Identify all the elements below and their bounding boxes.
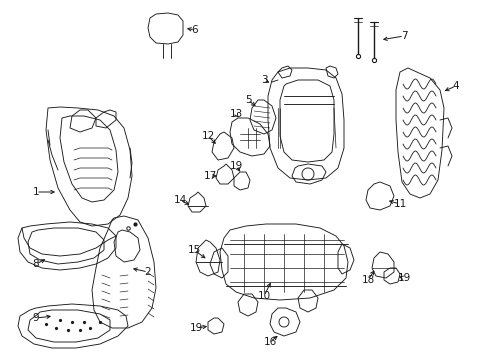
Text: 12: 12 bbox=[201, 131, 214, 141]
Text: 14: 14 bbox=[173, 195, 186, 205]
Text: 5: 5 bbox=[244, 95, 251, 105]
Text: 19: 19 bbox=[189, 323, 202, 333]
Text: 9: 9 bbox=[33, 313, 39, 323]
Text: 7: 7 bbox=[400, 31, 407, 41]
Text: 11: 11 bbox=[392, 199, 406, 209]
Text: 18: 18 bbox=[361, 275, 374, 285]
Text: 4: 4 bbox=[452, 81, 458, 91]
Text: 15: 15 bbox=[187, 245, 200, 255]
Text: 16: 16 bbox=[263, 337, 276, 347]
Text: 8: 8 bbox=[33, 259, 39, 269]
Text: 13: 13 bbox=[229, 109, 242, 119]
Text: 19: 19 bbox=[397, 273, 410, 283]
Text: 17: 17 bbox=[203, 171, 216, 181]
Text: 2: 2 bbox=[144, 267, 151, 277]
Text: 10: 10 bbox=[257, 291, 270, 301]
Text: 6: 6 bbox=[191, 25, 198, 35]
Text: 19: 19 bbox=[229, 161, 242, 171]
Text: 1: 1 bbox=[33, 187, 39, 197]
Text: 3: 3 bbox=[260, 75, 267, 85]
